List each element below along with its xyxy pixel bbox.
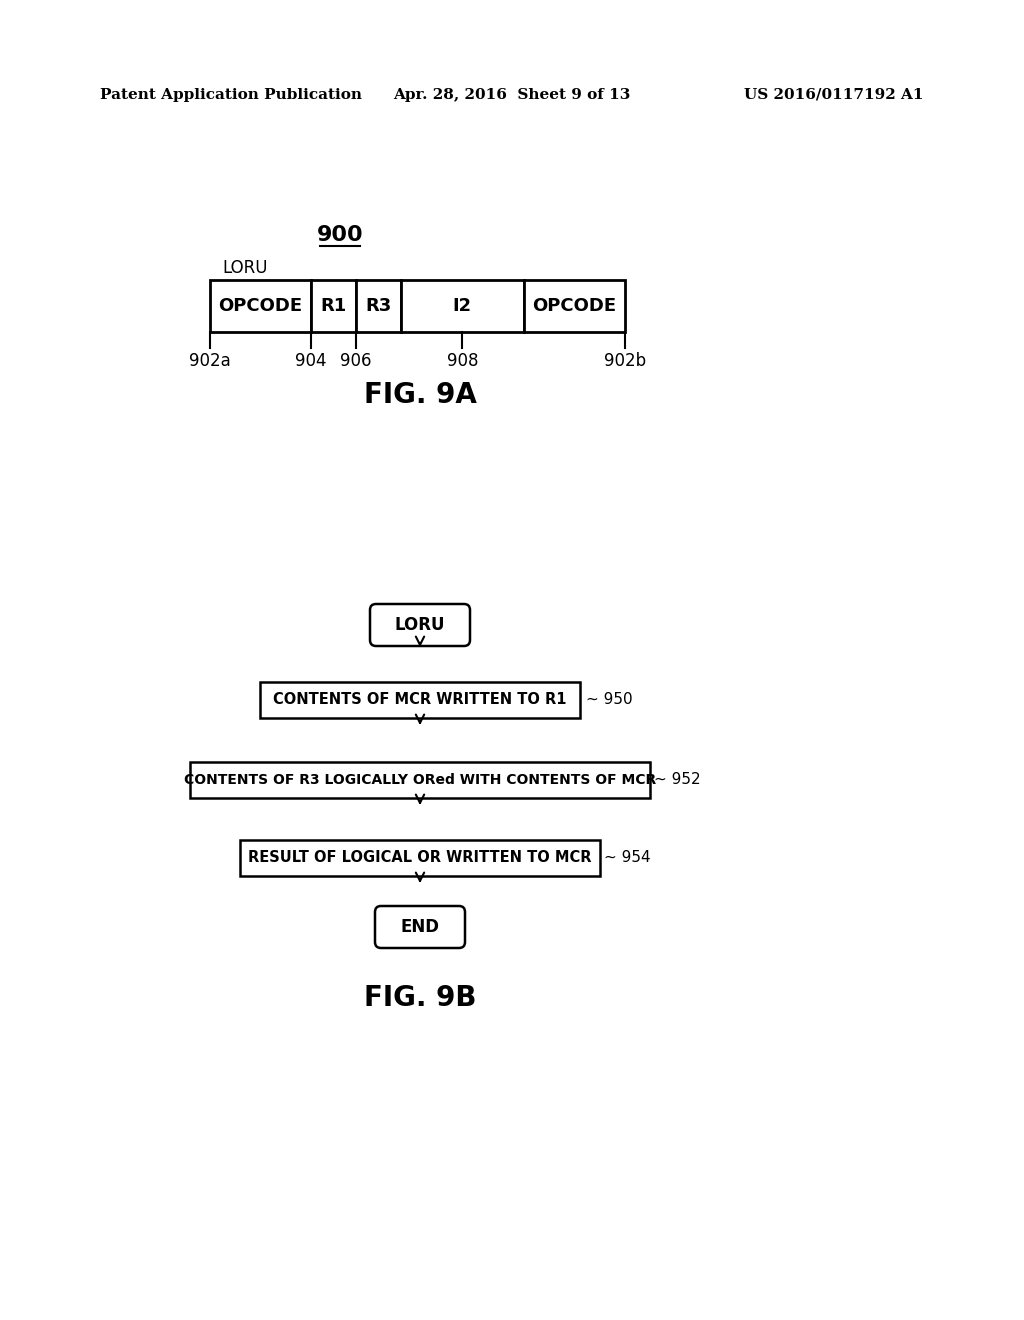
Text: ~ 952: ~ 952 <box>654 772 700 788</box>
Text: 900: 900 <box>316 224 364 246</box>
Text: ~ 950: ~ 950 <box>586 693 633 708</box>
Text: Apr. 28, 2016  Sheet 9 of 13: Apr. 28, 2016 Sheet 9 of 13 <box>393 88 631 102</box>
Bar <box>240 840 600 876</box>
Text: FIG. 9A: FIG. 9A <box>364 381 476 409</box>
Bar <box>400 280 524 333</box>
FancyBboxPatch shape <box>375 906 465 948</box>
Text: OPCODE: OPCODE <box>218 297 302 315</box>
Text: 908: 908 <box>446 352 478 370</box>
Text: OPCODE: OPCODE <box>532 297 616 315</box>
Text: CONTENTS OF MCR WRITTEN TO R1: CONTENTS OF MCR WRITTEN TO R1 <box>273 693 566 708</box>
Text: CONTENTS OF R3 LOGICALLY ORed WITH CONTENTS OF MCR: CONTENTS OF R3 LOGICALLY ORed WITH CONTE… <box>184 774 656 787</box>
Text: LORU: LORU <box>222 259 267 277</box>
FancyBboxPatch shape <box>370 605 470 645</box>
Text: END: END <box>400 917 439 936</box>
Text: LORU: LORU <box>394 616 445 634</box>
Bar <box>311 280 355 333</box>
Text: Patent Application Publication: Patent Application Publication <box>100 88 362 102</box>
Text: RESULT OF LOGICAL OR WRITTEN TO MCR: RESULT OF LOGICAL OR WRITTEN TO MCR <box>248 850 592 866</box>
Bar <box>524 280 625 333</box>
Text: ~ 954: ~ 954 <box>604 850 650 866</box>
Text: US 2016/0117192 A1: US 2016/0117192 A1 <box>744 88 924 102</box>
Text: FIG. 9B: FIG. 9B <box>364 983 476 1012</box>
Text: 906: 906 <box>340 352 372 370</box>
Text: 902a: 902a <box>189 352 230 370</box>
Bar <box>355 280 400 333</box>
Bar <box>210 280 311 333</box>
Text: I2: I2 <box>453 297 472 315</box>
Text: R1: R1 <box>321 297 346 315</box>
Bar <box>260 682 580 718</box>
Text: R3: R3 <box>366 297 391 315</box>
Text: 904: 904 <box>295 352 327 370</box>
Bar <box>190 762 650 799</box>
Text: 902b: 902b <box>604 352 646 370</box>
